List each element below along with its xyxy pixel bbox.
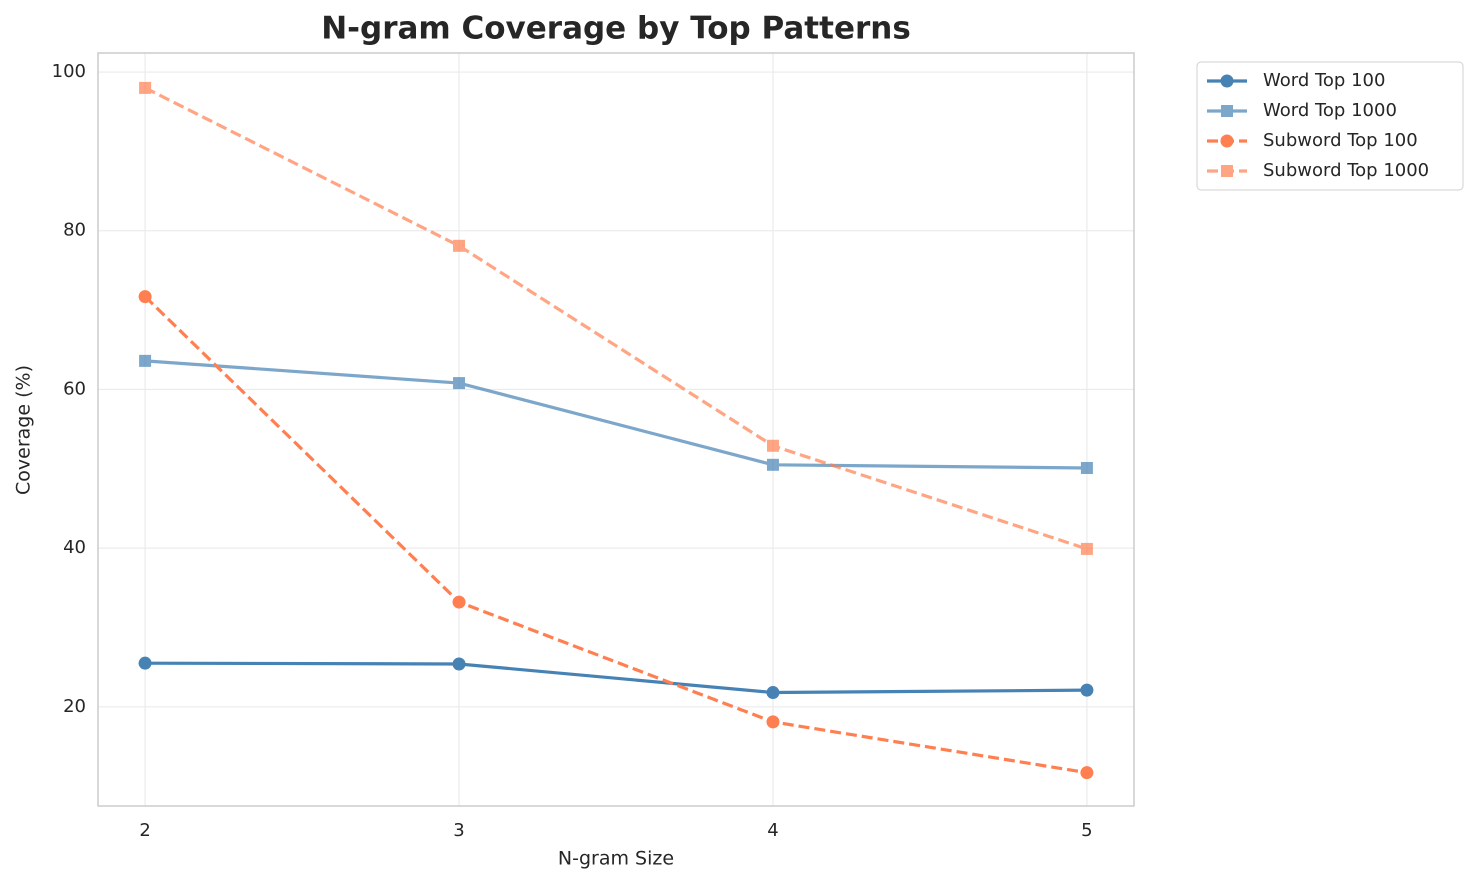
legend-label: Subword Top 1000 — [1263, 160, 1429, 181]
legend-entry — [1207, 105, 1247, 117]
x-tick-label: 2 — [139, 820, 150, 841]
y-tick-label: 20 — [63, 696, 86, 717]
data-point — [138, 656, 152, 670]
data-point — [453, 239, 466, 252]
series — [139, 81, 1093, 555]
data-point — [1080, 683, 1094, 697]
data-point — [766, 458, 779, 471]
data-point — [1080, 461, 1093, 474]
data-point — [1080, 766, 1094, 780]
series — [139, 354, 1093, 474]
legend-marker — [1220, 74, 1234, 88]
plot-frame — [97, 52, 1135, 807]
series-line — [144, 359, 1087, 470]
series-line — [143, 295, 1088, 775]
data-point — [766, 686, 780, 700]
x-tick-label: 5 — [1081, 820, 1092, 841]
y-tick-label: 100 — [52, 61, 86, 82]
x-tick-label: 3 — [453, 820, 464, 841]
data-point — [766, 715, 780, 729]
series-line — [144, 86, 1088, 551]
legend-label: Word Top 100 — [1263, 70, 1385, 91]
data-point — [138, 290, 152, 304]
series — [138, 656, 1094, 700]
legend-entry — [1207, 134, 1247, 148]
legend-box — [1196, 61, 1464, 191]
legend-marker — [1220, 134, 1234, 148]
y-tick-label: 80 — [63, 220, 86, 241]
data-point — [139, 354, 152, 367]
x-axis-label: N-gram Size — [558, 848, 674, 870]
series-line — [145, 661, 1087, 695]
y-axis-label: Coverage (%) — [13, 365, 35, 495]
series — [138, 290, 1094, 780]
chart-title: N-gram Coverage by Top Patterns — [321, 11, 911, 47]
legend-entry — [1207, 165, 1247, 177]
data-point — [452, 595, 466, 609]
x-tick-label: 4 — [767, 820, 778, 841]
y-tick-label: 60 — [63, 378, 86, 399]
data-point — [139, 81, 152, 94]
legend-label: Word Top 1000 — [1263, 100, 1397, 121]
data-point — [766, 439, 779, 452]
legend-label: Subword Top 100 — [1263, 130, 1418, 151]
legend-marker — [1221, 165, 1233, 177]
data-point — [1080, 542, 1093, 555]
y-tick-label: 40 — [63, 537, 86, 558]
legend-marker — [1221, 105, 1233, 117]
legend-entry — [1207, 74, 1247, 88]
data-point — [452, 657, 466, 671]
data-point — [453, 377, 466, 390]
